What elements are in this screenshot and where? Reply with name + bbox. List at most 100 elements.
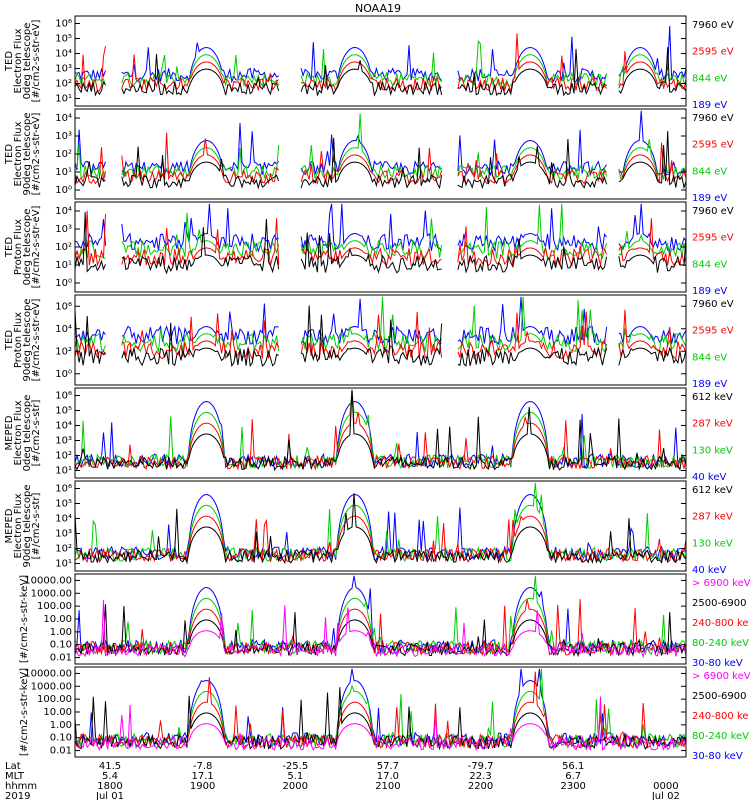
series-trace-7960-ev: [75, 47, 686, 97]
legend-entry: 30-80 keV: [692, 751, 743, 762]
y-tick-label: 10¹: [55, 559, 72, 570]
panel-3: 10⁰ 10¹ 10² 10³ 10⁴ TEDProton Flux0deg telesc…: [4, 201, 734, 297]
legend-entry: 844 eV: [692, 73, 727, 84]
y-tick-label: 10⁶: [55, 391, 72, 402]
x-axis-value: 2100: [375, 781, 400, 792]
y-axis-label: [#/cm2-s-str-keV]: [19, 575, 30, 663]
y-axis-label: TEDElectron Flux90deg telescope[#/cm2-s-…: [4, 112, 42, 195]
legend-entry: 2500-6900: [692, 598, 747, 609]
x-axis-value: 0000: [653, 781, 678, 792]
panel-6: 10¹ 10² 10³ 10⁴ 10⁵ 10⁶ MEPEDElectron Flux90de…: [4, 480, 733, 576]
legend-entry: 189 eV: [692, 193, 727, 204]
y-axis-label: [#/cm2-s-str-keV]: [19, 668, 30, 756]
y-tick-label: 10¹: [55, 94, 72, 105]
y-tick-label: 10⁶: [55, 301, 72, 312]
x-axis-value: 2000: [283, 781, 308, 792]
series-trace-844-ev: [75, 39, 686, 88]
legend-entry: 240-800 ke: [692, 618, 749, 629]
panel-frame: [74, 294, 687, 386]
legend-entry: 80-240 keV: [692, 731, 749, 742]
legend-entry: 240-800 ke: [692, 711, 749, 722]
x-axis-value: 2300: [560, 781, 585, 792]
legend-entry: 2595 eV: [692, 140, 734, 151]
x-axis-value: 1900: [190, 781, 215, 792]
panel-4: 10⁰ 10² 10⁴ 10⁶ TEDProton Flux90deg telescop…: [4, 294, 734, 390]
y-tick-label: 10.00: [43, 614, 72, 625]
y-tick-label: 10¹: [55, 167, 72, 178]
series-trace-7960-ev: [75, 131, 686, 190]
legend-entry: 2595 eV: [692, 233, 734, 244]
panel-8: 0.01 0.10 1.00 10.00 100.00 1000.00 10000.00[#…: [19, 666, 750, 762]
series-trace-612-kev: [75, 493, 686, 565]
panel-frame: [74, 480, 687, 572]
panels-group: 10¹ 10² 10³ 10⁴ 10⁵ 10⁶ TEDElectron Flux0deg t…: [4, 15, 750, 762]
legend-entry: 287 keV: [692, 419, 733, 430]
x-axis-row-label: MLT: [5, 771, 25, 782]
legend-entry: 189 eV: [692, 100, 727, 111]
y-tick-label: 10⁰: [55, 185, 72, 196]
y-tick-label: 0.01: [50, 653, 72, 664]
series-trace-7960-ev: [75, 212, 686, 275]
panel-2: 10⁰ 10¹ 10² 10³ 10⁴ TEDElectron Flux90deg tel…: [4, 108, 734, 204]
legend-entry: 2595 eV: [692, 47, 734, 58]
y-tick-label: 10³: [55, 224, 72, 235]
series-trace--6900-kev: [75, 600, 686, 659]
panel-frame: [74, 201, 687, 293]
y-axis-label: MEPEDElectron Flux0deg telescope[#/cm2-s…: [4, 395, 42, 472]
x-axis-value: 41.5: [99, 761, 121, 772]
series-trace-844-ev: [75, 113, 686, 181]
legend-entry: 80-240 keV: [692, 638, 749, 649]
series-trace-7960-ev: [75, 305, 686, 368]
x-axis-value: 2200: [468, 781, 493, 792]
x-axis-value: Jul 02: [651, 791, 680, 800]
x-axis-value: Jul 01: [95, 791, 124, 800]
y-tick-label: 10⁴: [55, 324, 72, 335]
legend-entry: 7960 eV: [692, 113, 734, 124]
legend-entry: 2595 eV: [692, 326, 734, 337]
y-tick-label: 10⁵: [55, 34, 72, 45]
y-tick-label: 10²: [55, 149, 72, 160]
y-tick-label: 1000.00: [31, 681, 72, 692]
series-trace--6900-kev: [75, 696, 686, 752]
legend-entry: > 6900 keV: [692, 671, 750, 682]
y-tick-label: 10²: [55, 346, 72, 357]
legend-entry: 287 keV: [692, 512, 733, 523]
panel-8-traces: [75, 668, 686, 752]
y-tick-label: 10⁴: [55, 206, 72, 217]
y-tick-label: 10⁶: [55, 484, 72, 495]
y-tick-label: 10⁶: [55, 19, 72, 30]
panel-5: 10¹ 10² 10³ 10⁴ 10⁵ 10⁶ MEPEDElectron Flux0deg…: [4, 387, 733, 483]
series-trace-30-80-kev: [75, 668, 686, 748]
panel-7-traces: [75, 575, 686, 659]
legend-entry: 844 eV: [692, 166, 727, 177]
y-tick-label: 10⁵: [55, 499, 72, 510]
y-tick-label: 0.10: [50, 733, 72, 744]
x-axis-value: 1800: [97, 781, 122, 792]
legend-entry: 130 keV: [692, 445, 733, 456]
legend-entry: 844 eV: [692, 352, 727, 363]
chart-title: NOAA19: [355, 2, 401, 15]
y-tick-label: 10¹: [55, 260, 72, 271]
panel-7: 0.01 0.10 1.00 10.00 100.00 1000.00 10000.00[#…: [19, 573, 750, 669]
x-axis-value: 56.1: [562, 761, 584, 772]
y-tick-label: 10⁴: [55, 421, 72, 432]
y-axis-label: TEDElectron Flux0deg telescope[#/cm2-s-s…: [4, 20, 42, 103]
series-trace-2595-ev: [75, 33, 686, 93]
x-axis-value: 17.1: [192, 771, 214, 782]
y-tick-label: 10⁰: [55, 369, 72, 380]
x-axis-value: 57.7: [377, 761, 399, 772]
y-tick-label: 10000.00: [24, 575, 72, 586]
legend-entry: 7960 eV: [692, 20, 734, 31]
x-axis-row-label: Lat: [5, 761, 21, 772]
y-axis-label: TEDProton Flux90deg telescope[#/cm2-s-st…: [4, 298, 42, 381]
series-trace-844-ev: [75, 203, 686, 261]
panel-4-traces: [75, 296, 686, 368]
panel-1: 10¹ 10² 10³ 10⁴ 10⁵ 10⁶ TEDElectron Flux0deg t…: [4, 15, 734, 111]
y-tick-label: 10⁴: [55, 514, 72, 525]
y-tick-label: 10³: [55, 436, 72, 447]
x-axis-value: -25.5: [282, 761, 308, 772]
y-axis-label: MEPEDElectron Flux90deg telescope[#/cm2-…: [4, 484, 42, 567]
series-trace-844-ev: [75, 296, 686, 353]
panel-5-traces: [75, 389, 686, 472]
